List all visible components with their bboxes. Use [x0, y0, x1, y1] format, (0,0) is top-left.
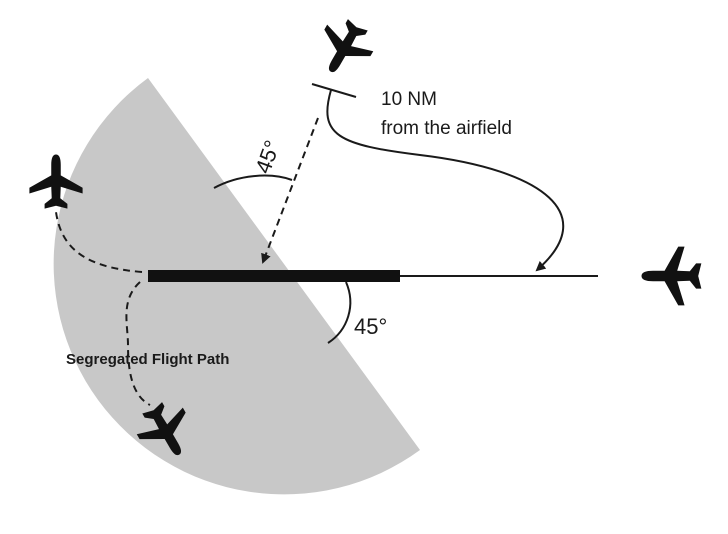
angle-label-bottom: 45°: [354, 314, 387, 339]
aircraft-approach-icon: [307, 11, 381, 85]
angle-arc-bottom: [327, 281, 352, 344]
segregated-area: [53, 78, 420, 495]
distance-label-line2: from the airfield: [381, 118, 512, 139]
approach-dashed-line: [261, 117, 319, 264]
segregated-dashed-path: [125, 281, 151, 406]
angle-arc-top: [213, 174, 293, 189]
angle-label-top: 45°: [250, 137, 285, 177]
aircraft-final-icon: [641, 246, 702, 306]
runway: [148, 270, 400, 282]
segregated-path-label: Segregated Flight Path: [66, 351, 229, 368]
ten-nm-marker: [311, 83, 357, 98]
departure-dashed-path: [55, 211, 143, 273]
circuit-path: [326, 89, 565, 272]
distance-label-line1: 10 NM: [381, 89, 437, 110]
